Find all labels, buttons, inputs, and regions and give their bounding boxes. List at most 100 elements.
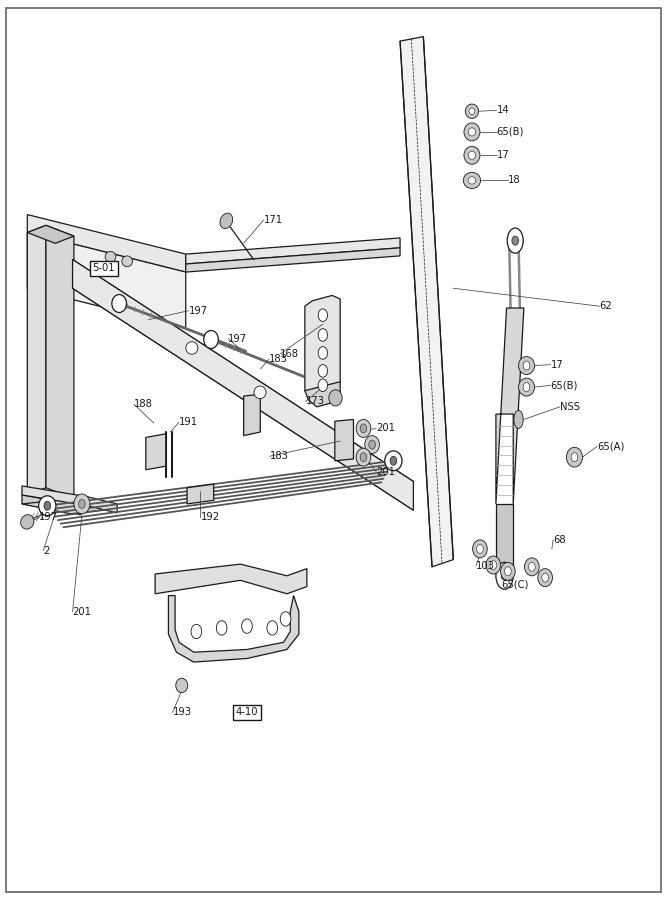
Ellipse shape (524, 558, 539, 576)
Text: 168: 168 (280, 349, 299, 359)
Polygon shape (46, 225, 74, 499)
Ellipse shape (191, 625, 201, 639)
Text: 17: 17 (496, 150, 510, 160)
Ellipse shape (360, 424, 367, 433)
Ellipse shape (241, 619, 252, 634)
Text: 201: 201 (73, 607, 91, 616)
Ellipse shape (477, 544, 484, 554)
Ellipse shape (464, 147, 480, 164)
Text: 62: 62 (600, 302, 612, 311)
Ellipse shape (318, 379, 327, 392)
Text: 197: 197 (228, 334, 247, 344)
Ellipse shape (21, 515, 34, 529)
Ellipse shape (390, 456, 397, 465)
Ellipse shape (523, 382, 530, 392)
Text: 173: 173 (305, 397, 325, 407)
Ellipse shape (112, 294, 127, 312)
Ellipse shape (318, 309, 327, 321)
Ellipse shape (512, 236, 518, 245)
Ellipse shape (464, 123, 480, 141)
Ellipse shape (490, 561, 496, 570)
Ellipse shape (538, 569, 552, 587)
Ellipse shape (496, 562, 513, 590)
Polygon shape (27, 214, 185, 272)
Ellipse shape (507, 228, 523, 253)
Ellipse shape (523, 361, 530, 370)
Text: 192: 192 (200, 512, 219, 522)
Ellipse shape (469, 108, 475, 114)
Polygon shape (185, 238, 400, 264)
Ellipse shape (175, 679, 187, 693)
Text: NSS: NSS (560, 402, 580, 412)
Text: 201: 201 (376, 423, 395, 434)
Polygon shape (73, 259, 414, 492)
Ellipse shape (518, 378, 534, 396)
Ellipse shape (518, 356, 534, 374)
Text: 65(B): 65(B) (550, 381, 578, 391)
Ellipse shape (318, 328, 327, 341)
Polygon shape (155, 564, 307, 594)
Ellipse shape (385, 451, 402, 471)
Ellipse shape (329, 390, 342, 406)
Ellipse shape (514, 410, 523, 428)
Polygon shape (27, 225, 46, 495)
Polygon shape (146, 434, 166, 470)
Ellipse shape (468, 128, 476, 136)
Polygon shape (305, 295, 340, 394)
Ellipse shape (464, 172, 481, 188)
Text: 65(C): 65(C) (501, 580, 529, 590)
Ellipse shape (186, 342, 198, 355)
Ellipse shape (504, 567, 511, 576)
Text: 18: 18 (508, 176, 520, 185)
Ellipse shape (360, 453, 367, 462)
Polygon shape (496, 308, 524, 504)
Ellipse shape (473, 540, 488, 558)
Polygon shape (73, 259, 414, 510)
Text: 191: 191 (179, 417, 198, 428)
Text: 65(B): 65(B) (496, 127, 524, 137)
Ellipse shape (528, 562, 535, 572)
Polygon shape (22, 495, 81, 515)
Text: 183: 183 (269, 451, 288, 462)
Ellipse shape (500, 562, 515, 580)
Polygon shape (22, 486, 117, 513)
Text: 5-01: 5-01 (93, 264, 115, 274)
Ellipse shape (566, 447, 582, 467)
Ellipse shape (79, 500, 85, 508)
Text: 14: 14 (496, 105, 509, 115)
Ellipse shape (365, 436, 380, 454)
Polygon shape (73, 277, 414, 510)
Text: 17: 17 (550, 360, 563, 370)
Ellipse shape (220, 213, 233, 229)
Text: 65(A): 65(A) (597, 441, 624, 452)
Text: 103: 103 (476, 561, 495, 571)
Polygon shape (73, 270, 414, 500)
Polygon shape (400, 37, 454, 567)
Ellipse shape (203, 330, 218, 348)
Ellipse shape (356, 448, 371, 466)
Text: 197: 197 (188, 306, 207, 316)
Ellipse shape (468, 176, 476, 184)
Text: 2: 2 (43, 545, 49, 555)
Ellipse shape (486, 556, 500, 574)
Ellipse shape (356, 419, 371, 437)
Ellipse shape (468, 151, 476, 159)
Text: 171: 171 (263, 215, 283, 225)
Polygon shape (335, 419, 354, 461)
Ellipse shape (501, 572, 508, 580)
Ellipse shape (318, 364, 327, 377)
Ellipse shape (254, 386, 266, 399)
Ellipse shape (122, 256, 133, 266)
Polygon shape (496, 504, 513, 576)
Polygon shape (187, 484, 213, 504)
Polygon shape (27, 225, 74, 243)
Polygon shape (27, 232, 185, 328)
Ellipse shape (105, 251, 116, 262)
Polygon shape (22, 499, 117, 514)
Ellipse shape (216, 621, 227, 635)
Ellipse shape (369, 440, 376, 449)
Ellipse shape (318, 346, 327, 359)
Ellipse shape (571, 453, 578, 462)
Ellipse shape (280, 612, 291, 626)
Ellipse shape (542, 573, 548, 582)
